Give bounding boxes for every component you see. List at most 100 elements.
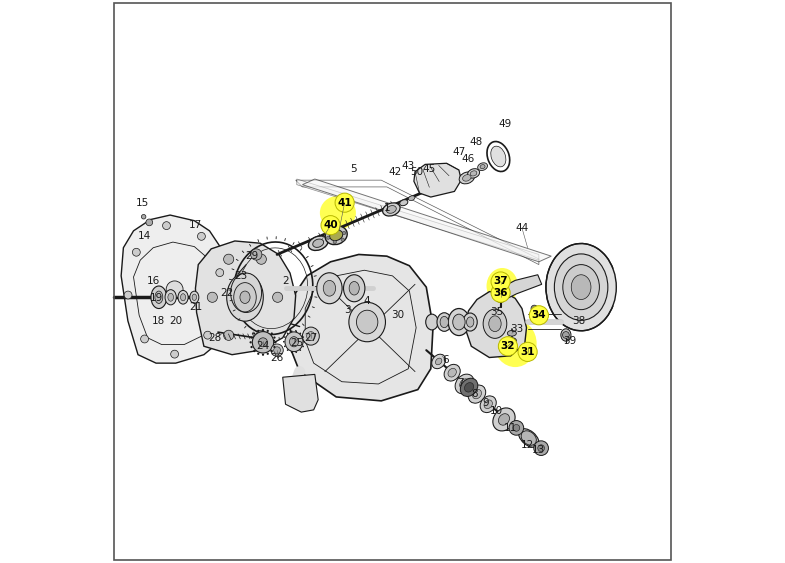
Ellipse shape [459, 172, 474, 184]
Ellipse shape [290, 337, 298, 347]
Ellipse shape [491, 146, 506, 167]
Ellipse shape [432, 354, 446, 369]
Ellipse shape [460, 378, 478, 396]
Ellipse shape [386, 205, 396, 213]
Text: 35: 35 [490, 307, 503, 318]
Ellipse shape [231, 273, 261, 312]
Text: 9: 9 [482, 397, 489, 408]
Ellipse shape [554, 254, 608, 320]
Ellipse shape [494, 320, 537, 367]
Ellipse shape [151, 286, 166, 309]
Circle shape [302, 346, 304, 347]
Ellipse shape [480, 396, 496, 413]
Text: 39: 39 [563, 336, 576, 346]
Text: 5: 5 [350, 164, 356, 174]
Ellipse shape [349, 282, 360, 295]
Ellipse shape [531, 308, 539, 320]
Circle shape [273, 346, 276, 348]
Circle shape [513, 425, 520, 431]
Ellipse shape [483, 309, 507, 338]
Polygon shape [302, 179, 551, 262]
Text: 14: 14 [138, 231, 152, 242]
Text: 20: 20 [170, 316, 182, 326]
Circle shape [287, 333, 289, 334]
Circle shape [250, 337, 253, 339]
Polygon shape [121, 215, 229, 363]
Polygon shape [195, 241, 296, 355]
Ellipse shape [227, 273, 263, 321]
Ellipse shape [400, 200, 408, 205]
Circle shape [256, 254, 266, 264]
Text: 45: 45 [422, 164, 436, 174]
Ellipse shape [344, 275, 365, 302]
Ellipse shape [302, 327, 319, 345]
Circle shape [291, 330, 293, 332]
Ellipse shape [437, 313, 451, 331]
Ellipse shape [444, 364, 460, 381]
Text: 13: 13 [532, 445, 546, 455]
Ellipse shape [408, 196, 415, 200]
Circle shape [299, 333, 301, 334]
Ellipse shape [240, 291, 250, 303]
Circle shape [563, 332, 569, 338]
Ellipse shape [521, 431, 536, 445]
Ellipse shape [190, 291, 199, 303]
Ellipse shape [496, 297, 505, 302]
Circle shape [274, 341, 276, 343]
Circle shape [141, 215, 146, 219]
Circle shape [534, 441, 549, 455]
Text: 33: 33 [509, 324, 523, 334]
Text: 29: 29 [245, 251, 258, 261]
Ellipse shape [487, 268, 518, 304]
Text: 34: 34 [531, 310, 546, 320]
Ellipse shape [563, 265, 600, 310]
Ellipse shape [484, 400, 492, 409]
Text: 26: 26 [271, 352, 283, 363]
Text: 27: 27 [305, 333, 317, 343]
Text: 12: 12 [521, 440, 535, 450]
Circle shape [272, 292, 283, 302]
Ellipse shape [546, 243, 616, 331]
Circle shape [283, 341, 285, 342]
Polygon shape [502, 275, 542, 300]
Ellipse shape [436, 358, 442, 365]
Text: 43: 43 [402, 161, 415, 171]
Circle shape [531, 305, 538, 312]
Text: 32: 32 [501, 341, 515, 351]
Ellipse shape [349, 302, 385, 342]
Circle shape [224, 330, 234, 341]
Circle shape [271, 332, 273, 334]
Polygon shape [297, 179, 539, 260]
Ellipse shape [480, 164, 485, 169]
Circle shape [170, 350, 178, 358]
Text: 30: 30 [392, 310, 405, 320]
Circle shape [342, 231, 346, 235]
Circle shape [257, 330, 259, 332]
Ellipse shape [508, 345, 516, 350]
Ellipse shape [571, 275, 591, 300]
Ellipse shape [497, 289, 505, 294]
Text: 17: 17 [189, 220, 202, 230]
Circle shape [328, 229, 331, 233]
Ellipse shape [317, 273, 342, 304]
Text: 11: 11 [504, 423, 517, 433]
Circle shape [287, 349, 288, 351]
Ellipse shape [178, 291, 188, 304]
Text: 6: 6 [443, 355, 449, 365]
Ellipse shape [498, 414, 509, 425]
Ellipse shape [168, 293, 173, 301]
Text: 7: 7 [457, 378, 463, 388]
Circle shape [250, 346, 253, 348]
Text: 16: 16 [147, 276, 160, 287]
Circle shape [253, 332, 255, 334]
Ellipse shape [465, 383, 473, 392]
Text: 41: 41 [338, 198, 352, 208]
Circle shape [271, 350, 273, 352]
Text: 8: 8 [471, 389, 477, 399]
Ellipse shape [507, 330, 517, 336]
Ellipse shape [192, 294, 196, 301]
Text: 40: 40 [323, 220, 338, 230]
Circle shape [518, 342, 537, 361]
Ellipse shape [319, 196, 356, 230]
Ellipse shape [425, 314, 438, 330]
